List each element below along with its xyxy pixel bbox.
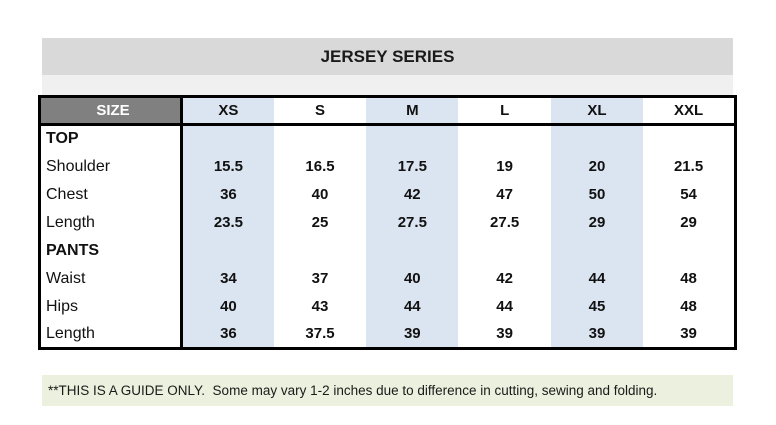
- table-cell: 48: [680, 298, 697, 315]
- table-cell: 34: [181, 264, 274, 293]
- table-cell: 40: [181, 292, 274, 321]
- table-row-chest: Chest 36 40 42 47 50 54: [39, 180, 736, 209]
- table-cell: 40: [311, 186, 329, 203]
- table-cell: [181, 236, 274, 265]
- table-cell: [458, 125, 550, 153]
- table-cell: 40: [366, 264, 459, 293]
- column-header-m: M: [366, 96, 459, 126]
- chart-title-bar: JERSEY SERIES: [42, 38, 733, 75]
- table-cell: 48: [680, 270, 697, 287]
- table-cell: 29: [550, 208, 644, 237]
- size-chart-table: SIZE XS S M L XL XXL TOP Shoulder 15: [38, 95, 737, 350]
- row-label-top-length: Length: [39, 208, 183, 237]
- table-cell: 39: [680, 325, 697, 343]
- table-cell: 42: [496, 270, 513, 287]
- table-cell: 39: [366, 320, 459, 349]
- table-cell: 50: [550, 180, 644, 209]
- table-cell: 36: [181, 320, 274, 349]
- section-row-top: TOP: [39, 124, 736, 153]
- table-cell: 15.5: [181, 152, 274, 181]
- table-row-top-length: Length 23.5 25 27.5 27.5 29 29: [39, 208, 736, 237]
- column-header-xxl: XXL: [643, 96, 736, 126]
- column-header-xl: XL: [550, 96, 644, 126]
- table-cell: 39: [550, 320, 644, 349]
- table-cell: [458, 237, 550, 265]
- table-cell: 39: [496, 325, 513, 343]
- table-cell: [274, 125, 366, 153]
- page-title: JERSEY SERIES: [320, 46, 455, 66]
- table-cell: 36: [181, 180, 274, 209]
- table-cell: [274, 237, 366, 265]
- table-cell: 16.5: [305, 158, 335, 175]
- table-cell: 37: [311, 270, 329, 287]
- row-label-waist: Waist: [39, 264, 183, 293]
- table-cell: 20: [550, 152, 644, 181]
- table-cell: 27.5: [366, 208, 459, 237]
- table-cell: [643, 237, 735, 265]
- row-label-shoulder: Shoulder: [39, 152, 183, 181]
- table-row-hips: Hips 40 43 44 44 45 48: [39, 292, 736, 321]
- table-cell: 19: [496, 158, 513, 175]
- table-cell: [643, 125, 735, 153]
- table-cell: 29: [680, 214, 697, 231]
- table-cell: [366, 236, 459, 265]
- table-row-waist: Waist 34 37 40 42 44 48: [39, 264, 736, 293]
- table-cell: 17.5: [366, 152, 459, 181]
- title-sub-strip: [42, 75, 733, 95]
- column-header-s: S: [273, 96, 367, 126]
- table-cell: 43: [311, 298, 329, 315]
- guide-disclaimer-text: **THIS IS A GUIDE ONLY. Some may vary 1-…: [48, 383, 658, 398]
- table-row-pants-length: Length 36 37.5 39 39 39 39: [39, 320, 736, 349]
- table-cell: 44: [550, 264, 644, 293]
- section-row-pants: PANTS: [39, 236, 736, 265]
- table-cell: [366, 124, 459, 153]
- table-cell: [550, 236, 644, 265]
- table-cell: [550, 124, 644, 153]
- table-cell: 37.5: [305, 325, 335, 343]
- size-header-cell: SIZE: [39, 96, 183, 126]
- table-cell: 44: [496, 298, 513, 315]
- table-cell: 21.5: [673, 158, 704, 175]
- row-label-hips: Hips: [39, 292, 183, 321]
- table-cell: 25: [311, 214, 329, 231]
- table-cell: 27.5: [490, 214, 520, 231]
- table-header-row: SIZE XS S M L XL XXL: [39, 96, 736, 126]
- column-header-l: L: [458, 96, 551, 126]
- column-header-xs: XS: [181, 96, 274, 126]
- table-cell: 45: [550, 292, 644, 321]
- table-row-shoulder: Shoulder 15.5 16.5 17.5 19 20 21.5: [39, 152, 736, 181]
- table-cell: 54: [680, 186, 697, 203]
- table-cell: 42: [366, 180, 459, 209]
- row-label-pants-length: Length: [39, 320, 183, 349]
- table-cell: [181, 124, 274, 153]
- row-label-chest: Chest: [39, 180, 183, 209]
- table-cell: 44: [366, 292, 459, 321]
- section-label-pants: PANTS: [39, 236, 183, 265]
- table-cell: 23.5: [181, 208, 274, 237]
- section-label-top: TOP: [39, 124, 183, 153]
- table-cell: 47: [496, 186, 513, 203]
- guide-disclaimer: **THIS IS A GUIDE ONLY. Some may vary 1-…: [42, 375, 733, 406]
